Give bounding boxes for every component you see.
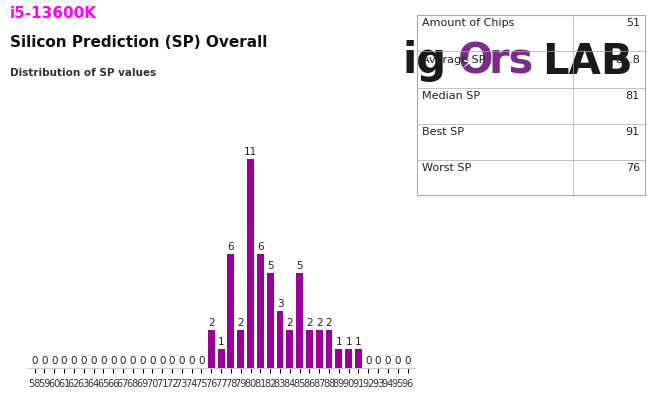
Bar — [267, 273, 273, 368]
Text: 0: 0 — [404, 355, 411, 365]
Text: 81.8: 81.8 — [615, 54, 640, 64]
Bar — [355, 349, 362, 368]
Text: Silicon Prediction (SP) Overall: Silicon Prediction (SP) Overall — [10, 35, 267, 50]
Text: 0: 0 — [179, 355, 185, 365]
Text: 3: 3 — [277, 298, 283, 308]
Text: 2: 2 — [287, 317, 293, 327]
Bar — [208, 330, 214, 368]
Text: 0: 0 — [188, 355, 195, 365]
Text: 0: 0 — [375, 355, 381, 365]
Text: i5-13600K: i5-13600K — [10, 6, 97, 21]
Bar — [237, 330, 244, 368]
Text: O: O — [458, 40, 493, 82]
Text: 0: 0 — [70, 355, 77, 365]
Bar — [228, 254, 234, 368]
Text: Best SP: Best SP — [422, 126, 464, 136]
Text: 0: 0 — [42, 355, 48, 365]
Text: 0: 0 — [61, 355, 68, 365]
Text: Median SP: Median SP — [422, 90, 480, 100]
Text: 91: 91 — [626, 126, 640, 136]
Text: 5: 5 — [267, 261, 273, 270]
Text: 76: 76 — [626, 162, 640, 172]
Text: 2: 2 — [237, 317, 244, 327]
Text: 0: 0 — [139, 355, 146, 365]
Bar — [277, 311, 283, 368]
Text: 0: 0 — [90, 355, 96, 365]
Bar — [306, 330, 313, 368]
Text: Amount of Chips: Amount of Chips — [422, 18, 515, 28]
Text: 0: 0 — [385, 355, 391, 365]
Text: 0: 0 — [365, 355, 372, 365]
Text: 1: 1 — [218, 336, 224, 346]
Bar — [316, 330, 323, 368]
Text: 0: 0 — [149, 355, 155, 365]
Bar — [296, 273, 303, 368]
Text: Average SP: Average SP — [422, 54, 486, 64]
Text: 2: 2 — [316, 317, 322, 327]
Text: 51: 51 — [626, 18, 640, 28]
Text: rs: rs — [488, 40, 534, 82]
Text: 1: 1 — [336, 336, 342, 346]
Text: 11: 11 — [244, 146, 257, 157]
Bar — [417, 16, 645, 195]
Text: 0: 0 — [198, 355, 205, 365]
Text: 2: 2 — [208, 317, 214, 327]
Text: 2: 2 — [306, 317, 313, 327]
Bar — [257, 254, 264, 368]
Text: ⚡: ⚡ — [461, 54, 473, 72]
Text: 0: 0 — [169, 355, 176, 365]
Text: Worst SP: Worst SP — [422, 162, 472, 172]
Text: Distribution of SP values: Distribution of SP values — [10, 67, 156, 77]
Text: 2: 2 — [326, 317, 332, 327]
Text: 0: 0 — [395, 355, 401, 365]
Bar — [345, 349, 352, 368]
Text: ig: ig — [402, 40, 446, 82]
Text: 0: 0 — [129, 355, 136, 365]
Text: 6: 6 — [257, 241, 264, 252]
Bar — [326, 330, 332, 368]
Text: 0: 0 — [51, 355, 58, 365]
Text: 81: 81 — [626, 90, 640, 100]
Text: 0: 0 — [120, 355, 126, 365]
Bar — [218, 349, 224, 368]
Text: 0: 0 — [159, 355, 165, 365]
Text: 1: 1 — [345, 336, 352, 346]
Text: 0: 0 — [80, 355, 87, 365]
Text: LAB: LAB — [543, 40, 633, 82]
Bar — [336, 349, 342, 368]
Text: 1: 1 — [355, 336, 362, 346]
Bar — [247, 160, 254, 368]
Bar — [286, 330, 293, 368]
Text: 6: 6 — [228, 241, 234, 252]
Text: 0: 0 — [31, 355, 38, 365]
Text: 5: 5 — [296, 261, 303, 270]
Text: 0: 0 — [100, 355, 107, 365]
Text: 0: 0 — [110, 355, 117, 365]
